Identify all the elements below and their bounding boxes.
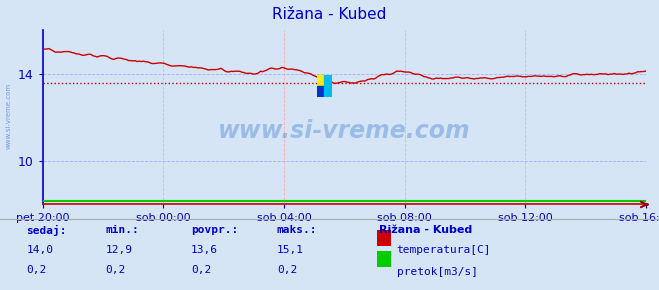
Text: 0,2: 0,2 — [191, 265, 212, 275]
Bar — [317, 75, 324, 86]
Text: 14,0: 14,0 — [26, 245, 53, 255]
Text: 15,1: 15,1 — [277, 245, 304, 255]
Text: Rižana - Kubed: Rižana - Kubed — [272, 7, 387, 22]
Text: Rižana - Kubed: Rižana - Kubed — [379, 225, 473, 235]
Text: 13,6: 13,6 — [191, 245, 218, 255]
Text: www.si-vreme.com: www.si-vreme.com — [5, 83, 11, 149]
Text: min.:: min.: — [105, 225, 139, 235]
Text: 12,9: 12,9 — [105, 245, 132, 255]
Text: 0,2: 0,2 — [26, 265, 47, 275]
Text: www.si-vreme.com: www.si-vreme.com — [218, 119, 471, 143]
Text: 0,2: 0,2 — [105, 265, 126, 275]
Text: temperatura[C]: temperatura[C] — [397, 245, 491, 255]
Text: 0,2: 0,2 — [277, 265, 297, 275]
Bar — [317, 86, 324, 97]
Text: maks.:: maks.: — [277, 225, 317, 235]
Bar — [324, 75, 331, 97]
Text: sedaj:: sedaj: — [26, 225, 67, 236]
Text: povpr.:: povpr.: — [191, 225, 239, 235]
Text: pretok[m3/s]: pretok[m3/s] — [397, 267, 478, 277]
